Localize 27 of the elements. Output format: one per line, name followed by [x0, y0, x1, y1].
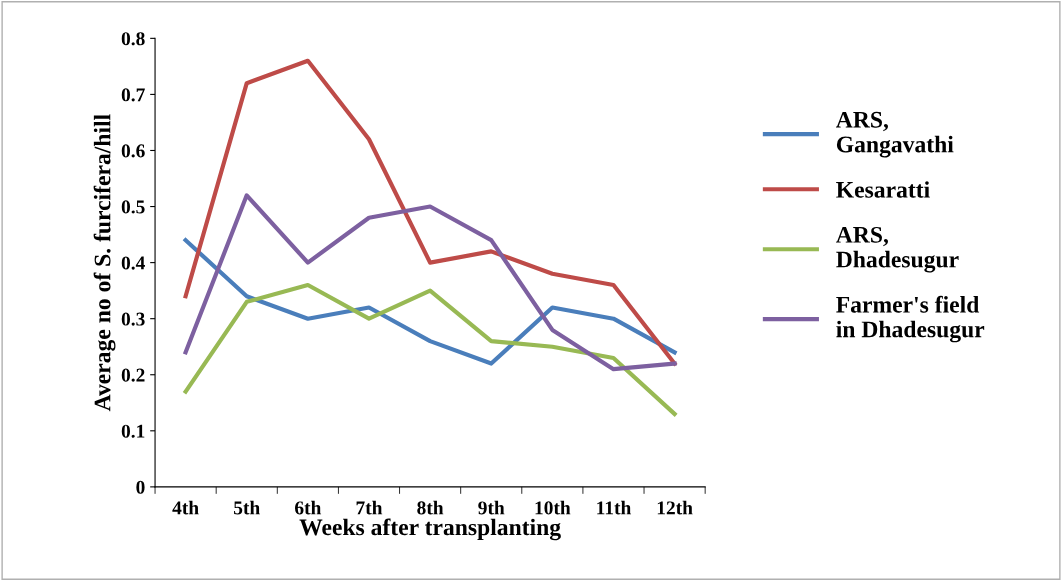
y-tick-label: 0.7: [121, 88, 145, 102]
y-tick-label: 0.2: [121, 368, 145, 382]
y-tick-label: 0.6: [121, 144, 145, 158]
x-tick-label: 8th: [417, 500, 444, 515]
line-series: [183, 193, 677, 372]
y-tick-label: 0.4: [121, 256, 145, 270]
x-tick-label: 12th: [657, 500, 693, 515]
y-tick-label: 0.3: [121, 312, 145, 326]
y-axis-title: Average no of S. furcifera/hill: [93, 114, 116, 412]
x-tick-label: 10th: [535, 500, 571, 515]
legend-label: Kesaratti: [836, 181, 930, 198]
x-tick-label: 7th: [356, 500, 383, 515]
legend-label: Farmer's field in Dhadesugur: [836, 295, 985, 343]
x-tick-label: 9th: [478, 500, 505, 515]
x-tick-label: 5th: [234, 500, 260, 515]
y-tick-label: 0.8: [121, 32, 145, 46]
x-tick-label: 6th: [295, 500, 322, 515]
line-series: [183, 282, 677, 417]
x-tick-label: 11th: [597, 500, 632, 515]
x-axis-title: Weeks after transplanting: [299, 518, 561, 541]
y-tick-label: 0.1: [121, 424, 145, 438]
y-tick-label: 0: [136, 480, 145, 494]
legend-label: ARS, Dhadesugur: [835, 226, 959, 273]
line-series: [183, 238, 677, 366]
x-tick-label: 4th: [172, 500, 199, 515]
y-tick-label: 0.5: [121, 200, 145, 214]
legend-label: ARS, Gangavathi: [835, 111, 954, 158]
